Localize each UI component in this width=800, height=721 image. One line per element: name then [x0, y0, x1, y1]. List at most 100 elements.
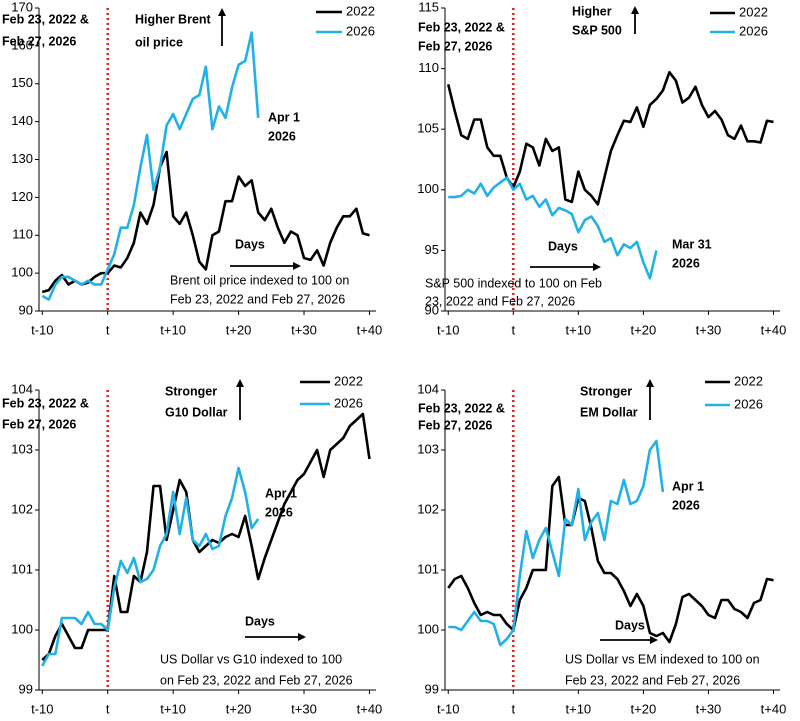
- x-tick-label: t+40: [761, 701, 787, 716]
- x-tick-label: t-10: [437, 701, 459, 716]
- y-tick-label: 100: [417, 181, 439, 196]
- y-tick-label: 103: [417, 441, 439, 456]
- y-tick-label: 140: [11, 113, 33, 128]
- chart-panel: 90 95 100 105 110 115 t-10 t t+10 t+20 t+30 t+40 Feb…: [417, 0, 786, 337]
- axis-note: Days: [615, 618, 645, 632]
- y-tick-label: 102: [11, 501, 33, 516]
- series-line: [448, 176, 658, 280]
- direction-label: Higher Brent: [135, 12, 212, 26]
- legend-label: 2022: [334, 373, 363, 388]
- direction-label: EM Dollar: [580, 405, 638, 419]
- series-line: [41, 150, 370, 294]
- legend-label: 2022: [739, 4, 768, 19]
- note: US Dollar vs G10 indexed to 100: [160, 652, 342, 666]
- legend-label: 2026: [346, 23, 375, 38]
- x-tick-label: t-10: [437, 322, 459, 337]
- chart-panel: 99 100 101 102 103 104 t-10 t t+10 t+20 t+30 t+40 Fe…: [417, 373, 786, 716]
- event-label: Feb 27, 2026: [2, 417, 76, 431]
- note: Brent oil price indexed to 100 on: [170, 273, 349, 287]
- end-label: Apr 1: [268, 110, 300, 124]
- y-tick-label: 130: [11, 151, 33, 166]
- y-tick-label: 160: [11, 37, 33, 52]
- x-tick-label: t+40: [761, 322, 787, 337]
- x-tick-label: t+20: [226, 701, 252, 716]
- note: Feb 23, 2022 and Feb 27, 2026: [170, 292, 345, 306]
- x-tick-label: t: [511, 322, 515, 337]
- x-tick-label: t+10: [160, 322, 186, 337]
- x-tick-label: t+40: [357, 322, 383, 337]
- note: US Dollar vs EM indexed to 100 on: [565, 652, 760, 666]
- x-tick-label: t+20: [631, 322, 657, 337]
- legend-label: 2022: [346, 3, 375, 18]
- y-tick-label: 100: [11, 265, 33, 280]
- series-line: [41, 31, 260, 301]
- event-label: Feb 23, 2022 &: [418, 401, 505, 415]
- end-label: 2026: [672, 256, 700, 270]
- x-tick-label: t+20: [631, 701, 657, 716]
- x-tick-label: t+30: [291, 322, 317, 337]
- x-tick-label: t+30: [696, 322, 722, 337]
- legend-label: 2026: [734, 396, 763, 411]
- direction-label: oil price: [135, 35, 183, 49]
- y-tick-label: 99: [19, 681, 33, 696]
- event-label: Feb 23, 2022 &: [2, 12, 89, 26]
- y-tick-label: 104: [11, 381, 33, 396]
- x-tick-label: t-10: [31, 322, 53, 337]
- series-line: [448, 439, 665, 647]
- series-line: [446, 70, 774, 206]
- note: 23, 2022 and Feb 27, 2026: [425, 294, 575, 308]
- direction-label: Stronger: [165, 384, 217, 398]
- x-tick-label: t+30: [696, 701, 722, 716]
- note: Feb 23, 2022 and Feb 27, 2026: [565, 673, 740, 687]
- chart-panel: 90 100 110 120 130 140 150 160 170 t-10 t t+10 t+20 t…: [2, 0, 382, 337]
- end-label: Apr 1: [672, 479, 704, 493]
- y-tick-label: 100: [11, 621, 33, 636]
- y-tick-label: 90: [19, 302, 33, 317]
- end-label: 2026: [268, 129, 296, 143]
- axis-note: Days: [548, 239, 578, 253]
- event-label: Feb 23, 2022 &: [2, 396, 89, 410]
- legend-label: 2026: [334, 395, 363, 410]
- y-tick-label: 110: [12, 227, 33, 242]
- end-label: 2026: [265, 505, 293, 519]
- event-label: Feb 27, 2026: [418, 418, 492, 432]
- x-tick-label: t+10: [566, 701, 592, 716]
- direction-label: S&P 500: [572, 23, 622, 37]
- x-tick-label: t: [106, 701, 110, 716]
- series-line: [41, 412, 371, 661]
- x-tick-label: t+20: [226, 322, 252, 337]
- y-tick-label: 105: [417, 121, 439, 136]
- y-tick-label: 115: [418, 0, 439, 14]
- y-tick-label: 170: [11, 0, 33, 14]
- direction-label: G10 Dollar: [165, 405, 228, 419]
- event-label: Feb 27, 2026: [2, 34, 76, 48]
- end-label: Mar 31: [672, 237, 712, 251]
- y-tick-label: 100: [417, 621, 439, 636]
- y-tick-label: 110: [418, 60, 439, 75]
- y-tick-label: 101: [11, 561, 33, 576]
- chart-panel: 99 100 101 102 103 104 t-10 t t+10 t+20 t+30 t+40 Fe…: [2, 373, 382, 716]
- y-tick-label: 102: [417, 501, 439, 516]
- y-tick-label: 99: [425, 681, 439, 696]
- legend-label: 2022: [734, 373, 763, 388]
- x-tick-label: t+10: [160, 701, 186, 716]
- end-label: 2026: [672, 498, 700, 512]
- x-tick-label: t+30: [291, 701, 317, 716]
- y-tick-label: 101: [417, 561, 439, 576]
- event-label: Feb 27, 2026: [418, 39, 492, 53]
- direction-label: Stronger: [580, 384, 632, 398]
- y-tick-label: 95: [425, 242, 439, 257]
- x-tick-label: t-10: [31, 701, 53, 716]
- note: S&P 500 indexed to 100 on Feb: [425, 276, 602, 290]
- x-tick-label: t+40: [357, 701, 383, 716]
- y-tick-label: 103: [11, 441, 33, 456]
- legend-label: 2026: [739, 23, 768, 38]
- y-tick-label: 150: [11, 75, 33, 90]
- x-tick-label: t: [511, 701, 515, 716]
- note: on Feb 23, 2022 and Feb 27, 2026: [160, 673, 353, 687]
- axis-note: Days: [235, 237, 265, 251]
- series-line: [447, 475, 774, 644]
- event-label: Feb 23, 2022 &: [418, 20, 505, 34]
